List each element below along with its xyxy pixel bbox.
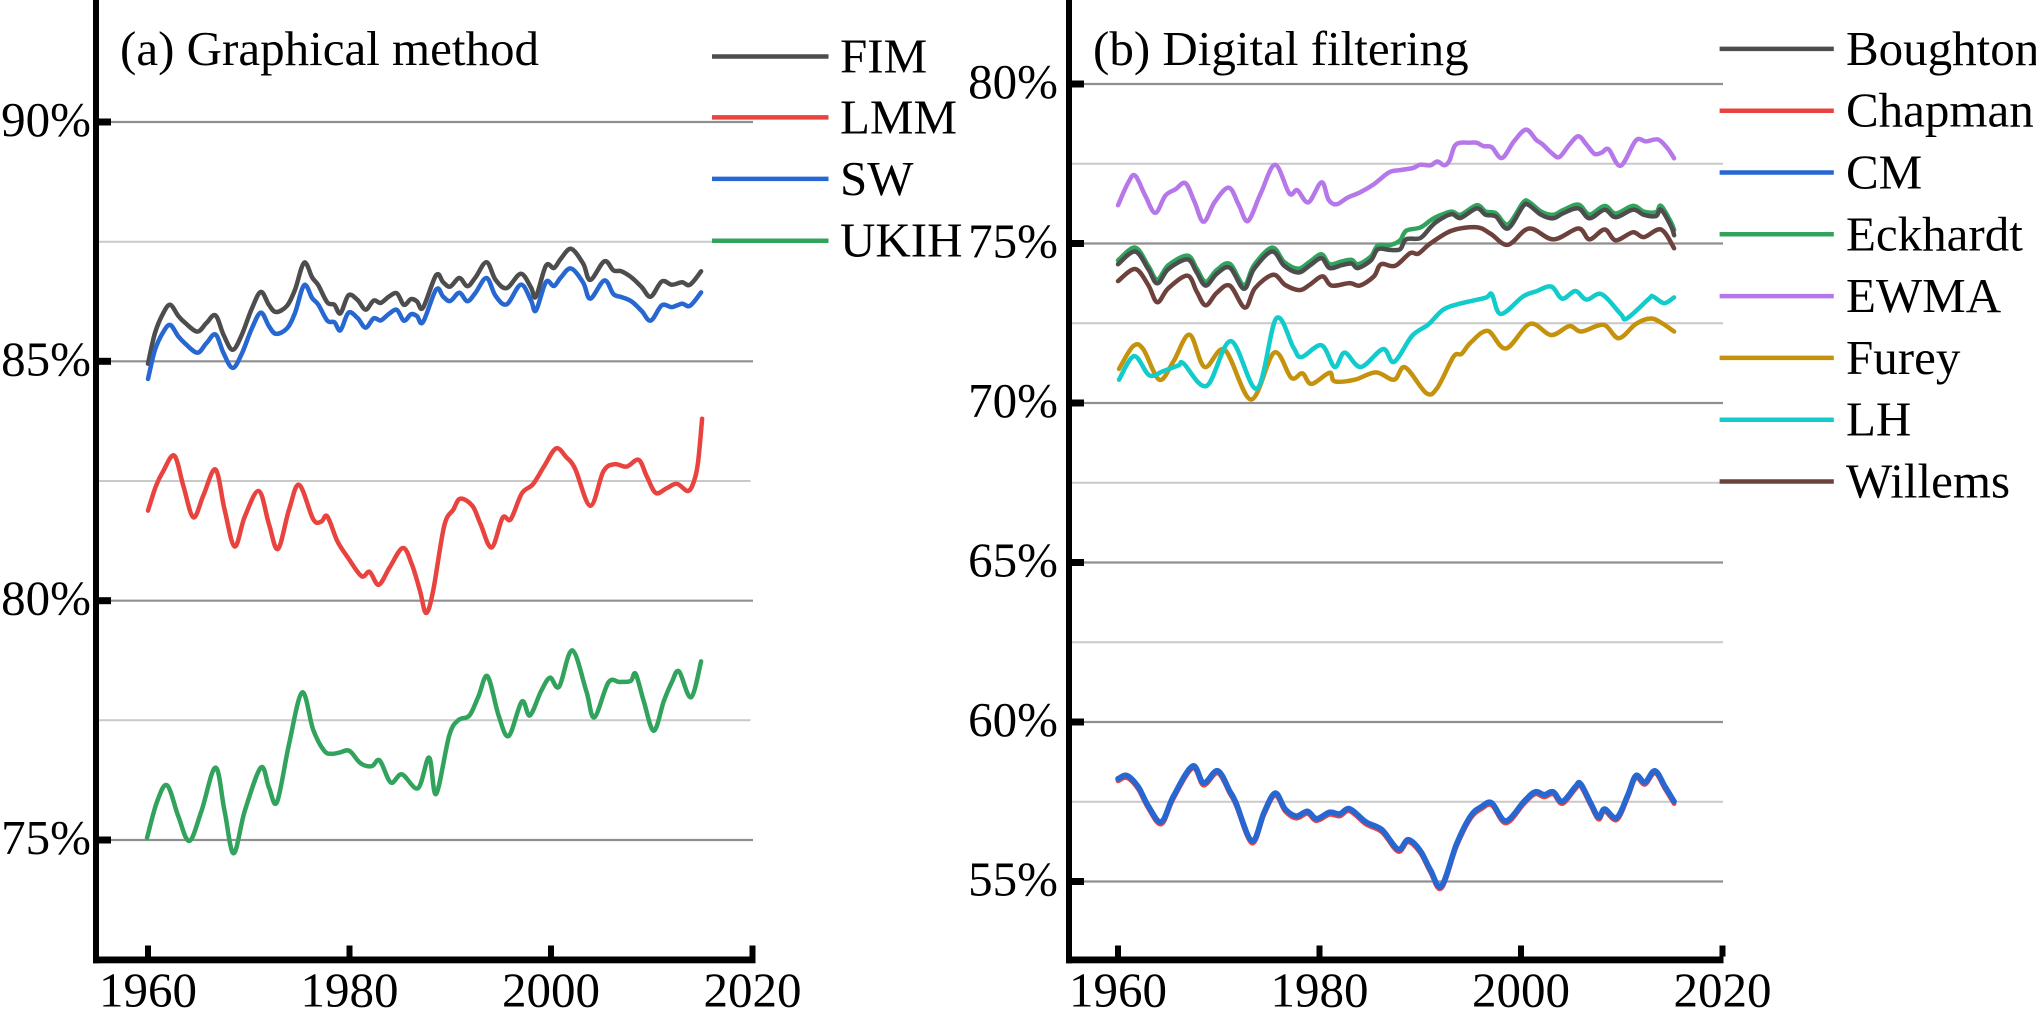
- svg-text:1960: 1960: [1069, 963, 1167, 1011]
- svg-text:Eckhardt: Eckhardt: [1846, 206, 2023, 261]
- svg-text:75%: 75%: [968, 214, 1058, 269]
- svg-text:Boughton: Boughton: [1846, 21, 2036, 76]
- svg-text:90%: 90%: [1, 92, 91, 147]
- svg-text:60%: 60%: [968, 692, 1058, 747]
- svg-text:CM: CM: [1846, 145, 1922, 200]
- svg-text:65%: 65%: [968, 533, 1058, 588]
- svg-text:70%: 70%: [968, 373, 1058, 428]
- svg-text:80%: 80%: [1, 571, 91, 626]
- svg-text:SW: SW: [840, 151, 914, 206]
- svg-text:1980: 1980: [1271, 963, 1369, 1011]
- svg-text:Chapman: Chapman: [1846, 83, 2034, 138]
- svg-text:2000: 2000: [502, 963, 600, 1011]
- svg-text:2020: 2020: [704, 963, 802, 1011]
- svg-text:Furey: Furey: [1846, 330, 1961, 385]
- svg-text:85%: 85%: [1, 331, 91, 386]
- svg-text:(b) Digital filtering: (b) Digital filtering: [1093, 21, 1469, 76]
- svg-text:1960: 1960: [99, 963, 197, 1011]
- svg-text:1980: 1980: [301, 963, 399, 1011]
- svg-text:80%: 80%: [968, 54, 1058, 109]
- svg-text:UKIH: UKIH: [840, 213, 962, 268]
- svg-text:2020: 2020: [1674, 963, 1772, 1011]
- svg-text:LMM: LMM: [840, 89, 957, 144]
- svg-text:Willems: Willems: [1846, 454, 2010, 509]
- svg-text:75%: 75%: [1, 810, 91, 865]
- svg-text:EWMA: EWMA: [1846, 268, 2002, 323]
- svg-text:2000: 2000: [1472, 963, 1570, 1011]
- svg-text:55%: 55%: [968, 852, 1058, 907]
- svg-text:LH: LH: [1846, 392, 1911, 447]
- svg-text:FIM: FIM: [840, 29, 927, 84]
- svg-text:(a) Graphical method: (a) Graphical method: [120, 21, 539, 76]
